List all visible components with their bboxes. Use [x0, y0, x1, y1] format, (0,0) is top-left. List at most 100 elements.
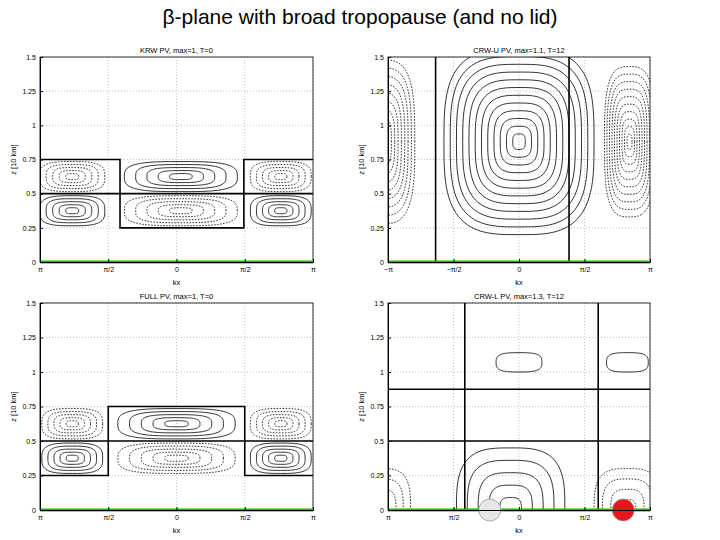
tick: 1.25	[370, 334, 391, 341]
contour	[388, 469, 411, 510]
tick-mark	[585, 259, 586, 262]
tick-mark	[40, 91, 43, 92]
tick: 1.25	[22, 334, 43, 341]
tick-mark	[108, 259, 109, 262]
tick-mark	[388, 476, 391, 477]
panel: ππ/20π/2π00.250.50.7511.251.5FULL PV, ma…	[9, 292, 316, 535]
contour	[48, 446, 97, 470]
figure: β-plane with broad tropopause (and no li…	[0, 0, 720, 540]
grid-line	[40, 372, 313, 373]
tick-label: 1	[32, 122, 36, 129]
tick: 1.5	[374, 300, 391, 307]
tick: 0	[380, 507, 391, 514]
tick: 1.25	[370, 88, 391, 95]
grid-line	[453, 57, 454, 262]
contour	[48, 412, 97, 436]
tick: π	[311, 507, 316, 521]
tick: π/2	[580, 507, 591, 521]
tick: 0	[32, 507, 43, 514]
tick-mark	[519, 259, 520, 262]
tick-mark	[40, 372, 43, 373]
tick-mark	[245, 259, 246, 262]
grid	[388, 303, 650, 510]
contour	[622, 119, 637, 164]
tick: 0.75	[22, 403, 43, 410]
contour	[130, 446, 224, 470]
grid-line	[388, 475, 650, 476]
tick-mark	[40, 194, 43, 195]
contour	[619, 112, 639, 172]
tick-label: π	[311, 266, 316, 273]
plot-frame	[388, 57, 650, 262]
axis-line	[41, 259, 314, 263]
panel-title: CRW-U PV, max=1.1, T=12	[473, 46, 564, 55]
tick-label: 1	[380, 122, 384, 129]
tick: 1.5	[26, 54, 43, 61]
grid	[40, 303, 313, 510]
tick: 0.75	[370, 156, 391, 163]
contour	[136, 199, 226, 223]
tick-label: 0	[175, 266, 179, 273]
contour	[147, 168, 215, 186]
tick-label: π/2	[449, 514, 460, 521]
grid-line	[453, 303, 454, 510]
plot-frame	[388, 303, 650, 510]
tick-mark	[40, 228, 43, 229]
tick: 0.5	[26, 438, 43, 445]
tick-label: π	[311, 514, 316, 521]
contour	[170, 174, 193, 180]
contour	[494, 111, 544, 173]
tick-mark	[40, 160, 43, 161]
contour	[602, 479, 650, 510]
tick-mark	[108, 507, 109, 510]
axis-line	[389, 507, 651, 511]
tick-label: −π/2	[447, 266, 462, 273]
grid-line	[40, 441, 313, 442]
tick-mark	[313, 507, 314, 510]
grid-line	[388, 406, 650, 407]
contour	[165, 421, 188, 427]
contour	[500, 498, 522, 510]
contour	[256, 199, 305, 223]
contour	[66, 174, 79, 180]
contour	[53, 202, 92, 220]
contour	[269, 171, 293, 183]
tick-mark	[40, 407, 43, 408]
contour	[263, 449, 299, 467]
tick-mark	[40, 441, 43, 442]
tropopause-line	[40, 407, 313, 476]
tick-label: 1.25	[370, 334, 384, 341]
tick: 0.25	[22, 225, 43, 232]
tropopause-line	[597, 303, 599, 510]
contour	[256, 412, 305, 436]
contour	[60, 418, 84, 430]
contour	[153, 452, 200, 464]
tropopause-line	[40, 160, 313, 228]
contour	[256, 446, 305, 470]
contour	[275, 208, 287, 214]
slide-title: β-plane with broad tropopause (and no li…	[163, 5, 558, 28]
tick-mark	[388, 262, 391, 263]
tick-mark	[388, 338, 391, 339]
tick: 0	[518, 259, 522, 273]
tick-label: 0.5	[26, 190, 36, 197]
tick-mark	[40, 57, 43, 58]
y-axis-label: z [10 km]	[357, 144, 366, 174]
tick: π/2	[103, 507, 114, 521]
tick-mark	[650, 259, 651, 262]
tick-mark	[388, 57, 391, 58]
tick-label: 0.75	[370, 156, 384, 163]
tick-label: 0	[380, 507, 384, 514]
tick: π	[648, 259, 653, 273]
panel-title: FULL PV, max=1, T=0	[140, 292, 214, 301]
tick: 0	[175, 507, 179, 521]
contour	[275, 421, 287, 427]
tick-mark	[585, 507, 586, 510]
tick-mark	[388, 91, 391, 92]
contour	[250, 196, 311, 226]
contour	[158, 205, 203, 217]
contour	[627, 134, 632, 149]
contour	[388, 68, 411, 216]
panel-title: KRW PV, max=1, T=0	[140, 46, 213, 55]
tick-label: 1.5	[374, 300, 384, 307]
